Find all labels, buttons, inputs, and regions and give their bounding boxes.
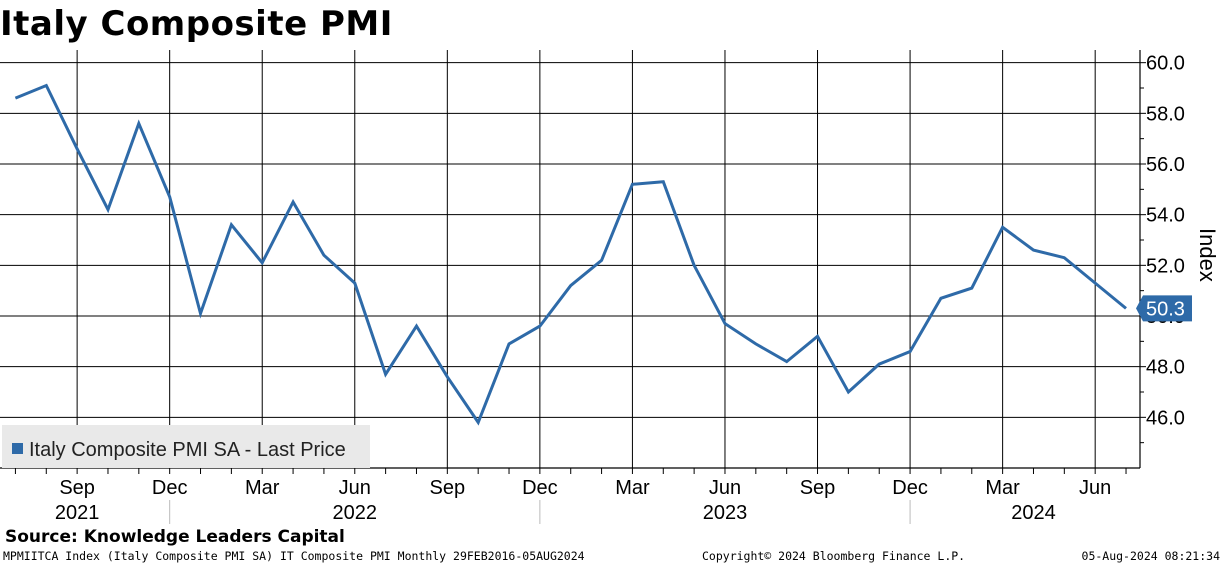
x-month-label: Sep xyxy=(430,477,466,499)
y-axis-tick-labels: 46.048.050.052.054.056.058.060.0 xyxy=(1146,53,1185,430)
x-month-label: Jun xyxy=(339,477,371,499)
x-month-label: Dec xyxy=(152,477,188,499)
footer-timestamp: 05-Aug-2024 08:21:34 xyxy=(1081,549,1220,563)
y-tick-label: 48.0 xyxy=(1146,357,1185,379)
legend-swatch xyxy=(12,443,23,454)
x-month-label: Jun xyxy=(709,477,741,499)
last-value-label-background xyxy=(1136,295,1192,322)
y-tick-label: 46.0 xyxy=(1146,407,1185,429)
series-line xyxy=(14,83,1127,426)
y-axis-title: Index xyxy=(1195,228,1220,282)
footer-copyright: Copyright© 2024 Bloomberg Finance L.P. xyxy=(702,549,966,563)
chart-title: Italy Composite PMI xyxy=(0,4,393,44)
legend: Italy Composite PMI SA - Last Price xyxy=(2,425,370,468)
series-layer xyxy=(14,83,1127,426)
x-month-label: Dec xyxy=(892,477,928,499)
y-tick-label: 54.0 xyxy=(1146,205,1185,227)
footer-series-description: MPMIITCA Index (Italy Composite PMI SA) … xyxy=(3,549,585,563)
x-month-label: Mar xyxy=(245,477,280,499)
y-tick-label: 58.0 xyxy=(1146,103,1185,125)
x-axis-labels: Sep Dec Mar Jun Sep Dec Mar Jun Sep Dec Mar Jun 2021… xyxy=(55,477,1111,524)
x-month-label: Sep xyxy=(800,477,836,499)
last-value-label: 50.3 xyxy=(1136,295,1192,322)
x-month-label: Sep xyxy=(59,477,95,499)
x-year-label: 2021 xyxy=(55,502,100,524)
last-value-label-text: 50.3 xyxy=(1146,298,1185,320)
x-month-label: Dec xyxy=(522,477,558,499)
x-year-label: 2022 xyxy=(333,502,378,524)
y-tick-label: 60.0 xyxy=(1146,53,1185,75)
x-year-label: 2023 xyxy=(703,502,748,524)
y-tick-label: 56.0 xyxy=(1146,154,1185,176)
x-month-label: Mar xyxy=(985,477,1020,499)
y-tick-label: 52.0 xyxy=(1146,255,1185,277)
legend-label: Italy Composite PMI SA - Last Price xyxy=(29,439,346,461)
source-text: Source: Knowledge Leaders Capital xyxy=(5,527,345,547)
grid-lines xyxy=(0,50,1140,468)
x-year-label: 2024 xyxy=(1011,502,1056,524)
legend-background xyxy=(2,425,370,468)
x-month-label: Mar xyxy=(615,477,650,499)
x-month-label: Jun xyxy=(1079,477,1111,499)
